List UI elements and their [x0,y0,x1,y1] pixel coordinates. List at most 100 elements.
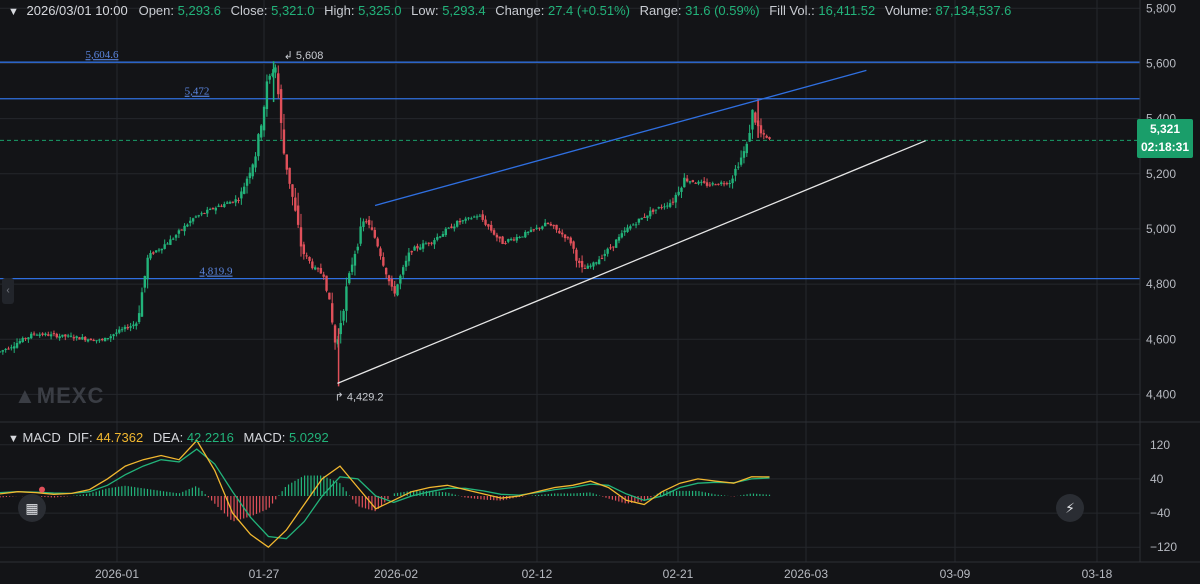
candle-body [302,244,306,255]
candle-body [421,243,425,249]
x-tick-label: 2026-03 [784,567,828,581]
candle-body [288,167,291,184]
candle-body [325,275,328,291]
candle-body [254,156,257,168]
candle-body [268,75,271,80]
current-price-tag: 5,321 02:18:31 [1137,119,1193,158]
candle-body [399,275,402,284]
candle-body [191,218,195,222]
candle-body [708,184,712,186]
candle-body [370,227,374,230]
candle-body [115,332,118,334]
candle-body [407,252,411,262]
candle-body [595,262,598,264]
expand-sidebar-icon[interactable]: ‹ [2,278,14,304]
candle-body [339,322,342,335]
change-value: 27.4 (+0.51%) [547,3,630,18]
candle-body [379,248,382,257]
candle-body [228,202,232,204]
candle-body [234,199,237,203]
candle-body [529,229,533,232]
candle-body [166,243,169,245]
candle-body [663,206,666,208]
horizontal-line-label: 5,472 [185,86,210,98]
candle-body [649,210,652,217]
low-marker-label: ↱ 4,429.2 [335,391,384,403]
candle-body [518,237,521,239]
candle-body [172,238,175,240]
candle-body [206,209,209,214]
candle-body [586,265,589,269]
candle-body [464,218,467,221]
candle-body [384,267,388,275]
candle-body [41,333,44,335]
candle-body [299,227,303,247]
candle-body [413,246,416,251]
candle-body [487,224,490,227]
candle-body [112,334,115,337]
candle-body [765,135,768,138]
candle-body [186,224,189,227]
candle-body [498,236,501,239]
lightning-icon[interactable]: ⚡ [1056,494,1084,522]
macd-pane [0,439,771,549]
candle-body [702,181,706,183]
candle-body [410,250,413,253]
candle-body [580,261,584,268]
candle-body [762,133,766,135]
candle-body [515,237,518,241]
candle-body [612,246,615,248]
horizontal-lines: 5,604.6 5,472 4,819.9 [0,49,1140,280]
candle-body [27,337,30,340]
candle-body [163,244,166,249]
collapse-icon[interactable]: ▼ [8,433,19,445]
close-label: Close: [230,3,268,18]
candle-body [15,343,19,348]
candle-body [751,109,754,130]
candle-body [674,194,677,203]
candle-body [453,226,456,229]
candle-body [543,222,547,227]
candle-countdown: 02:18:31 [1140,140,1190,154]
candle-body [541,226,544,229]
high-label: High: [324,3,355,18]
candle-body [260,125,263,138]
candle-body [313,267,317,270]
candle-body [742,151,746,158]
candle-body [643,216,646,218]
candle-body [714,184,717,186]
candle-body [183,225,186,232]
candle-body [365,221,368,223]
candle-body [109,336,112,339]
candle-body [350,264,354,272]
candle-body [734,168,737,176]
candle-body [72,337,76,339]
calculator-icon[interactable]: ▦ [18,494,46,522]
candle-body [101,338,104,341]
candle-body [194,216,198,218]
candle-body [535,227,538,229]
candles: ↲ 5,608 ↱ 4,429.2 [0,50,771,403]
candle-body [458,220,462,223]
dif-line [0,439,770,549]
candle-body [154,250,158,253]
dea-value: 42.2216 [186,430,234,445]
candle-body [737,166,740,168]
macd-label: MACD: [243,430,286,445]
candle-body [220,205,223,207]
candle-body [592,262,595,267]
candle-body [688,181,692,183]
chart-grid [0,0,1140,562]
macd-value: 5.0292 [288,430,329,445]
candle-body [81,337,84,340]
candle-body [75,336,78,338]
candle-body [436,236,439,240]
candle-body [472,216,476,218]
y-tick-label: 5,600 [1146,56,1176,70]
candle-body [294,197,297,211]
collapse-icon[interactable]: ▼ [8,6,19,18]
candle-body [526,231,530,233]
candle-body [455,220,459,227]
candle-body [52,333,56,335]
